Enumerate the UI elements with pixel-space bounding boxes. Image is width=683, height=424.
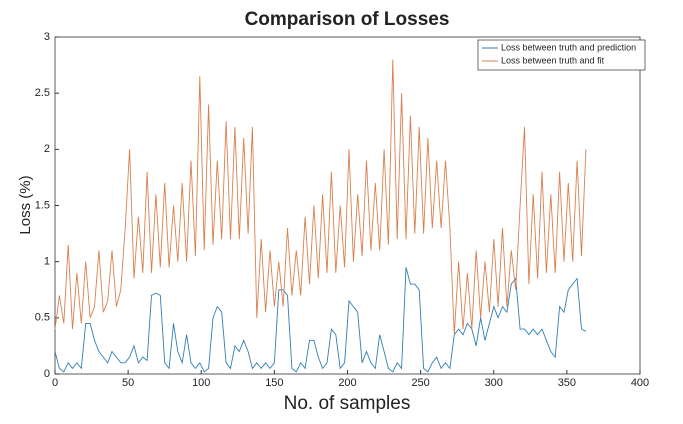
data-line xyxy=(54,59,587,335)
x-tick-label: 250 xyxy=(411,377,429,389)
x-tick-label: 150 xyxy=(265,377,283,389)
x-tick-label: 0 xyxy=(52,377,58,389)
y-tick-label: 1.5 xyxy=(35,199,50,211)
y-axis-label: Loss (%) xyxy=(17,175,34,234)
x-axis-label: No. of samples xyxy=(284,393,411,414)
chart-title: Comparison of Losses xyxy=(245,9,450,30)
y-tick-label: 2 xyxy=(44,143,50,155)
data-line xyxy=(54,267,587,373)
x-tick-label: 400 xyxy=(631,377,649,389)
x-tick-label: 100 xyxy=(192,377,210,389)
y-tick-label: 0.5 xyxy=(35,312,50,324)
x-tick-label: 350 xyxy=(558,377,576,389)
x-tick-label: 300 xyxy=(485,377,503,389)
x-tick-label: 50 xyxy=(122,377,134,389)
y-tick-label: 1 xyxy=(44,256,50,268)
x-tick-label: 200 xyxy=(338,377,356,389)
legend-box xyxy=(477,39,646,71)
legend-label: Loss between truth and fit xyxy=(501,55,605,65)
y-tick-label: 0 xyxy=(44,368,50,380)
y-tick-label: 3 xyxy=(44,31,50,43)
legend-label: Loss between truth and prediction xyxy=(501,42,636,52)
y-tick-label: 2.5 xyxy=(35,87,50,99)
